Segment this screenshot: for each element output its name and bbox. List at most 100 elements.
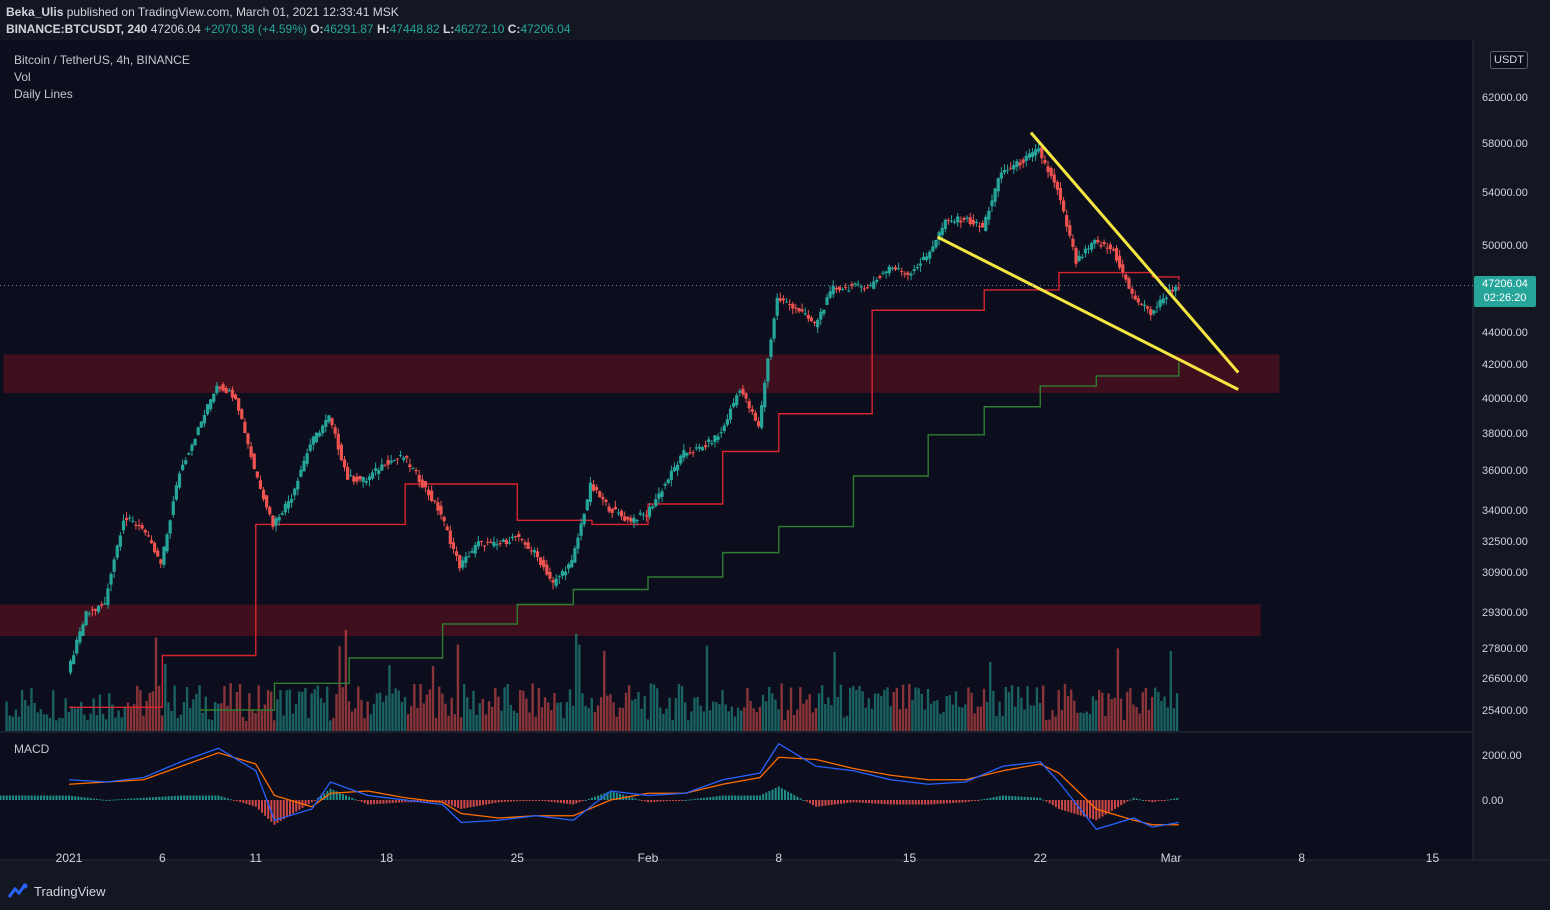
volume-bar bbox=[223, 686, 226, 731]
legend-macd[interactable]: MACD bbox=[14, 742, 50, 756]
volume-bar bbox=[596, 705, 600, 731]
candle bbox=[949, 220, 954, 222]
volume-bar bbox=[204, 696, 207, 731]
candle bbox=[1018, 162, 1022, 166]
volume-bar bbox=[325, 686, 329, 731]
candle bbox=[1055, 181, 1059, 190]
candle bbox=[451, 542, 456, 549]
candle bbox=[423, 481, 428, 488]
macd-histogram-bar bbox=[145, 797, 148, 800]
currency-badge[interactable]: USDT bbox=[1490, 51, 1528, 69]
macd-histogram-bar bbox=[1176, 798, 1179, 800]
macd-histogram-bar bbox=[743, 795, 746, 800]
macd-histogram-bar bbox=[752, 795, 755, 800]
macd-histogram-bar bbox=[762, 794, 765, 800]
chart-area[interactable]: 62000.00 58000.00 54000.00 50000.00 44000.00… bbox=[0, 40, 1550, 870]
candle bbox=[1105, 247, 1109, 249]
candle bbox=[162, 546, 166, 565]
volume-bar bbox=[61, 718, 64, 731]
macd-histogram-bar bbox=[945, 800, 948, 804]
volume-bar bbox=[562, 718, 565, 731]
macd-histogram-bar bbox=[793, 794, 796, 800]
candle bbox=[526, 542, 530, 550]
brand-name[interactable]: TradingView bbox=[34, 884, 106, 899]
candle bbox=[576, 537, 580, 549]
price-chart[interactable]: 62000.0058000.0054000.0050000.0044000.00… bbox=[0, 40, 1550, 870]
macd-histogram-bar bbox=[68, 795, 70, 800]
macd-histogram-bar bbox=[27, 795, 30, 800]
price-tick-label: 58000.00 bbox=[1482, 138, 1528, 150]
candle bbox=[909, 273, 913, 276]
candle bbox=[837, 286, 842, 291]
macd-histogram-bar bbox=[173, 795, 176, 800]
candle bbox=[981, 222, 985, 228]
candle bbox=[461, 560, 465, 568]
legend-vol[interactable]: Vol bbox=[14, 70, 31, 84]
candle bbox=[629, 518, 633, 522]
volume-bar bbox=[1066, 696, 1070, 731]
volume-bar bbox=[883, 689, 886, 731]
macd-histogram-bar bbox=[1014, 796, 1017, 800]
candle bbox=[542, 559, 546, 568]
volume-bar bbox=[104, 719, 108, 731]
macd-histogram-bar bbox=[475, 800, 478, 807]
macd-histogram-bar bbox=[650, 800, 653, 803]
volume-bar bbox=[755, 712, 758, 731]
candle bbox=[1139, 303, 1144, 305]
candle bbox=[1027, 153, 1031, 158]
macd-histogram-bar bbox=[572, 800, 575, 805]
candle bbox=[181, 464, 185, 471]
macd-histogram-bar bbox=[920, 800, 923, 805]
macd-histogram-bar bbox=[1020, 796, 1023, 800]
price-tick-label: 32500.00 bbox=[1482, 536, 1528, 548]
candle bbox=[137, 524, 141, 526]
volume-bar bbox=[936, 700, 939, 731]
volume-bar bbox=[263, 704, 267, 731]
macd-histogram-bar bbox=[102, 799, 105, 801]
volume-bar bbox=[142, 715, 145, 731]
candle bbox=[744, 393, 748, 399]
volume-bar bbox=[575, 633, 578, 731]
candle bbox=[1164, 297, 1168, 300]
candle bbox=[619, 510, 624, 517]
candle bbox=[573, 548, 577, 563]
macd-histogram-bar bbox=[892, 800, 895, 805]
candle bbox=[115, 545, 119, 558]
volume-bar bbox=[36, 712, 39, 731]
legend-daily-lines[interactable]: Daily Lines bbox=[14, 87, 73, 101]
macd-histogram-bar bbox=[99, 799, 102, 801]
volume-bar bbox=[534, 716, 537, 731]
candle bbox=[514, 535, 518, 537]
volume-bar bbox=[447, 715, 450, 731]
volume-bar bbox=[820, 685, 824, 731]
volume-bar bbox=[858, 685, 861, 731]
macd-histogram-bar bbox=[696, 798, 699, 800]
volume-bar bbox=[238, 683, 242, 731]
volume-bar bbox=[27, 705, 30, 731]
candle bbox=[417, 474, 421, 483]
author-name[interactable]: Beka_Ulis bbox=[6, 5, 64, 19]
last-price: 47206.04 bbox=[150, 22, 201, 36]
macd-tick-label: 0.00 bbox=[1482, 795, 1503, 807]
candle bbox=[411, 468, 415, 470]
macd-histogram-bar bbox=[578, 800, 581, 803]
volume-bar bbox=[743, 707, 746, 731]
candle bbox=[495, 544, 499, 546]
candle bbox=[862, 288, 866, 290]
candle bbox=[834, 287, 838, 290]
candle bbox=[623, 516, 627, 521]
volume-bar bbox=[8, 715, 11, 731]
last-price-tag-value: 47206.04 bbox=[1482, 278, 1528, 290]
macd-histogram-bar bbox=[653, 800, 656, 802]
macd-histogram-bar bbox=[254, 800, 257, 807]
candle bbox=[812, 321, 817, 324]
candle bbox=[868, 284, 873, 286]
macd-histogram-bar bbox=[307, 800, 310, 805]
candle bbox=[1049, 168, 1053, 176]
macd-histogram-bar bbox=[721, 795, 724, 800]
macd-histogram-bar bbox=[313, 800, 316, 801]
candle bbox=[308, 444, 312, 451]
candle bbox=[756, 421, 761, 427]
macd-histogram-bar bbox=[323, 793, 326, 800]
candle bbox=[227, 390, 231, 392]
